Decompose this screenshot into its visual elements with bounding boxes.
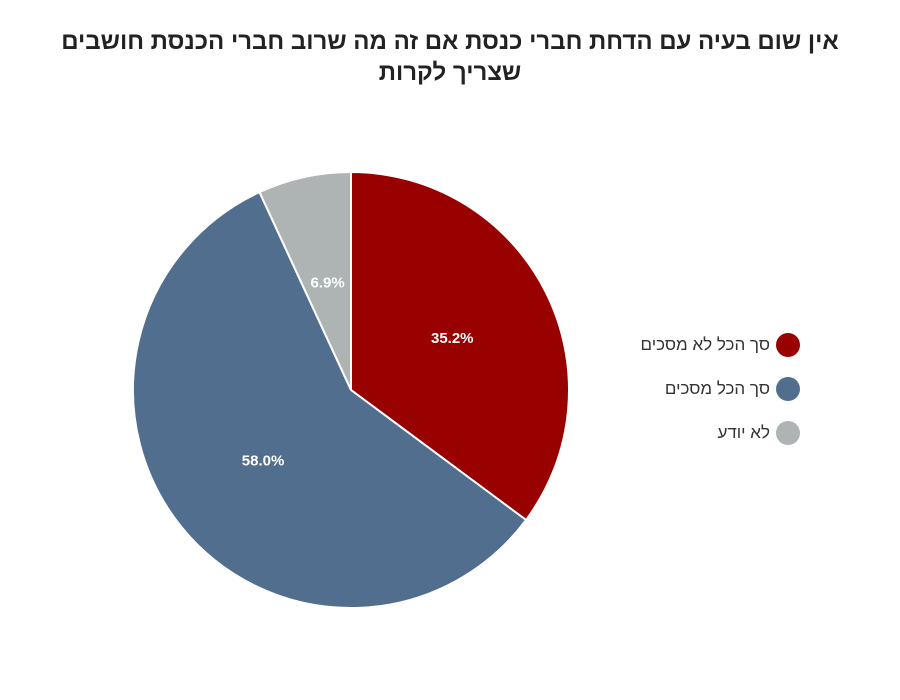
data-label-2: 58.0% (242, 452, 285, 469)
chart-title: אין שום בעיה עם הדחת חברי כנסת אם זה מה … (61, 28, 839, 86)
legend-label: לא יודע (717, 423, 770, 442)
pie-slice-2 (132, 191, 528, 609)
legend-swatch (776, 377, 800, 401)
pie-slice-1 (350, 171, 570, 521)
data-label-1: 35.2% (431, 330, 474, 347)
legend-item-3: לא יודע (540, 418, 800, 448)
legend-label: סך הכל לא מסכים (640, 335, 770, 354)
legend-label: סך הכל מסכים (664, 379, 770, 398)
legend-item-2: סך הכל מסכים (540, 374, 800, 404)
pie-slice-3 (258, 171, 352, 391)
legend-item-1: סך הכל לא מסכים (540, 330, 800, 360)
data-label-3: 6.9% (310, 275, 344, 292)
legend-swatch (776, 333, 800, 357)
legend: סך הכל לא מסכים סך הכל מסכים לא יודע (540, 330, 800, 462)
legend-swatch (776, 421, 800, 445)
